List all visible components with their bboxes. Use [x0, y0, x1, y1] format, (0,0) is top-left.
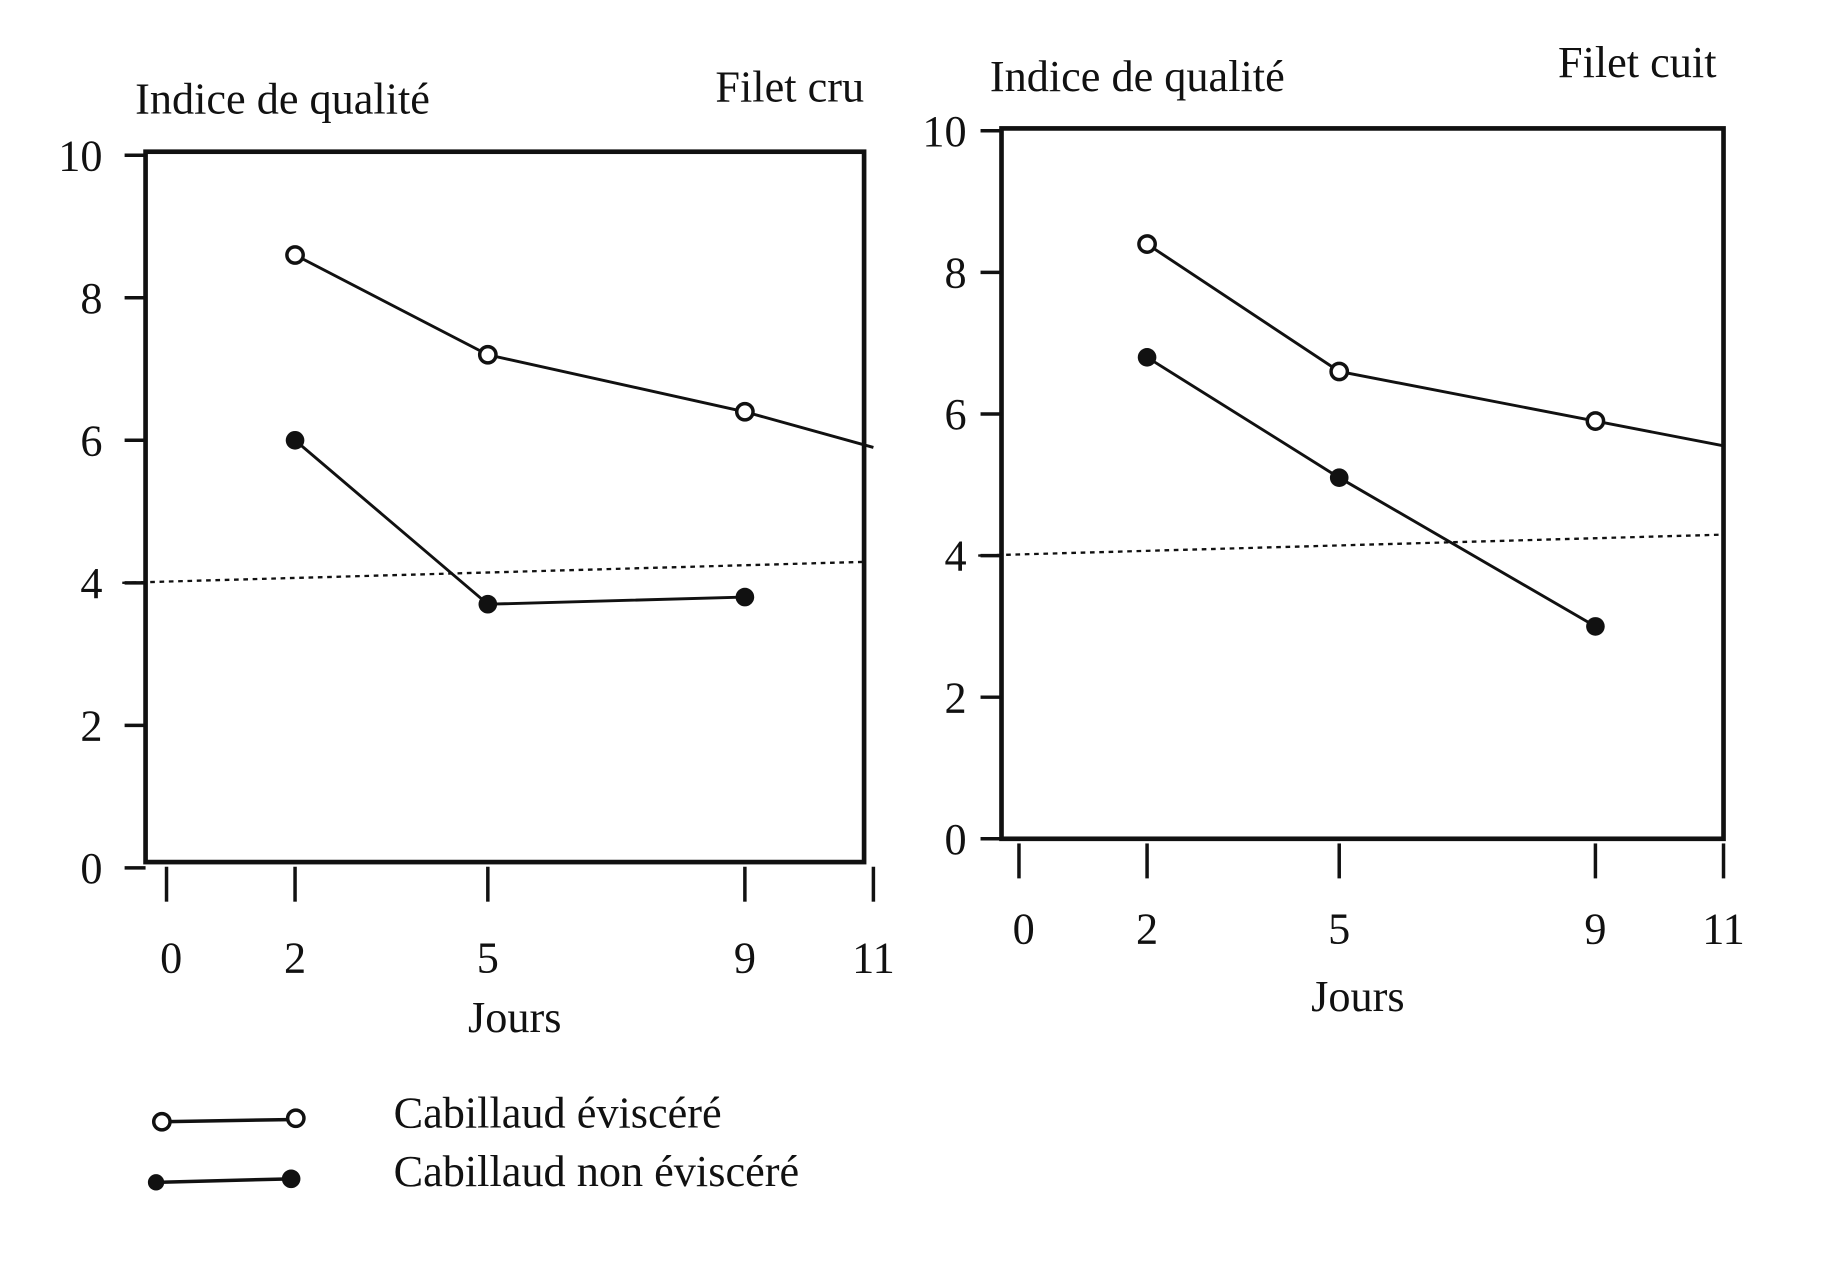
legend-label: Cabillaud éviscéré	[394, 1089, 722, 1138]
series-line-eviscere	[294, 253, 874, 449]
data-point-filled	[1586, 617, 1605, 636]
y-tick-label: 10	[58, 131, 102, 180]
data-point-open	[734, 401, 755, 422]
y-tick-label: 6	[80, 416, 102, 465]
plot-frame	[999, 126, 1726, 842]
plot-frame	[143, 149, 867, 865]
data-point-filled	[735, 587, 755, 607]
data-point-open	[1329, 361, 1350, 382]
x-tick-label: 0	[1013, 905, 1035, 954]
y-tick-label: 0	[80, 844, 102, 893]
x-tick-label: 0	[160, 934, 182, 983]
x-tick-label: 9	[734, 934, 756, 983]
x-tick-label: 5	[477, 934, 499, 983]
x-axis-label: Jours	[468, 993, 561, 1042]
x-tick-label: 11	[852, 934, 895, 983]
data-point-filled	[1329, 468, 1349, 488]
y-tick-label: 0	[944, 815, 966, 864]
chart-title: Filet cuit	[1558, 38, 1717, 87]
y-tick-label: 8	[80, 274, 102, 323]
x-tick-label: 2	[1136, 905, 1158, 954]
y-tick-label: 2	[944, 673, 966, 722]
data-point-open	[477, 344, 498, 365]
y-axis-label: Indice de qualité	[990, 52, 1285, 101]
y-tick-label: 2	[80, 702, 102, 751]
series-line-non-eviscere	[294, 439, 745, 606]
y-tick-label: 4	[80, 559, 102, 608]
y-tick-label: 10	[922, 107, 966, 156]
y-tick-label: 8	[944, 249, 966, 298]
legend-filled-circle-marker	[147, 1174, 165, 1191]
data-point-filled	[478, 594, 498, 614]
x-tick-label: 9	[1584, 905, 1606, 954]
y-tick-label: 6	[944, 390, 966, 439]
y-axis-label: Indice de qualité	[135, 74, 430, 123]
legend-label: Cabillaud non éviscéré	[394, 1147, 800, 1196]
x-axis-label: Jours	[1311, 972, 1404, 1021]
legend-item-eviscere: Cabillaud éviscéré	[151, 1089, 722, 1138]
series-line-non-eviscere	[1146, 356, 1597, 628]
threshold-line	[122, 560, 865, 584]
chart-filet-cru: Indice de qualité Filet cru Jours 0 2 4 6 8 1…	[58, 63, 894, 1042]
data-point-open	[285, 245, 305, 265]
chart-filet-cuit: Indice de qualité Filet cuit Jours 0 2 4 6 8…	[922, 38, 1745, 1021]
data-point-filled	[285, 430, 305, 450]
legend-open-circle-marker	[285, 1108, 306, 1129]
x-tick-label: 11	[1702, 905, 1745, 954]
legend-filled-circle-marker	[281, 1169, 301, 1189]
legend-item-non-eviscere: Cabillaud non éviscéré	[147, 1147, 800, 1196]
data-point-filled	[1137, 348, 1157, 367]
legend-open-circle-marker	[151, 1111, 172, 1132]
data-point-open	[1585, 411, 1606, 431]
x-tick-label: 5	[1328, 905, 1350, 954]
threshold-line	[978, 533, 1724, 557]
y-tick-label: 4	[944, 532, 966, 581]
chart-title: Filet cru	[715, 63, 864, 112]
x-tick-label: 2	[284, 934, 306, 983]
series-line-eviscere	[1146, 242, 1724, 448]
legend: Cabillaud éviscéré Cabillaud non éviscér…	[147, 1089, 800, 1196]
data-point-open	[1137, 234, 1157, 254]
